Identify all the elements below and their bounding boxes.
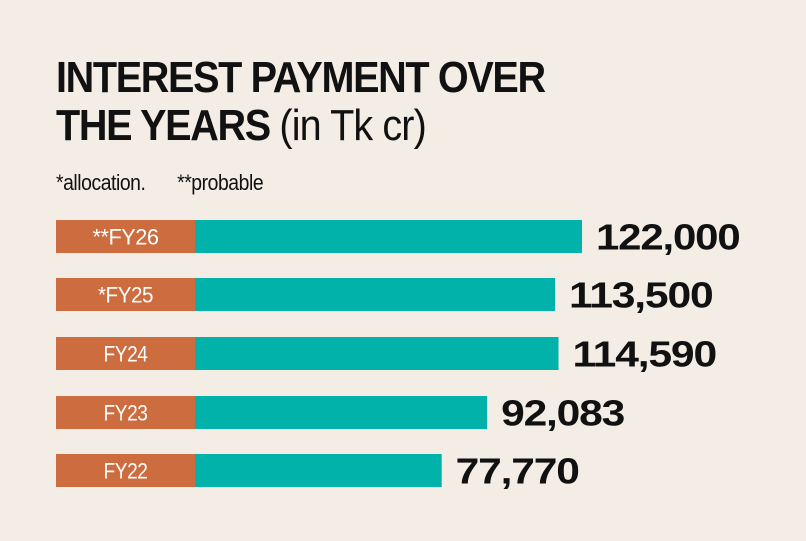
category-label-fy25: *FY25: [98, 283, 153, 308]
category-box-fy22: [56, 454, 195, 487]
footnotes: *allocation. **probable: [56, 170, 264, 196]
bar-fy22: [195, 454, 442, 487]
value-label-fy22: 77,770: [456, 451, 579, 492]
value-label-fy24: 114,590: [572, 334, 716, 375]
category-box-fy26: [56, 220, 195, 253]
value-label-fy25: 113,500: [569, 275, 713, 316]
bar-fy26: [195, 220, 582, 253]
chart-title: INTEREST PAYMENT OVER THE YEARS (in Tk cr…: [56, 53, 546, 150]
title-line-1: INTEREST PAYMENT OVER: [56, 53, 546, 102]
category-label-fy24: FY24: [104, 342, 148, 367]
bar-fy24: [195, 337, 559, 370]
bar-fy23: [195, 396, 488, 429]
value-label-fy23: 92,083: [501, 393, 624, 434]
bar-fy25: [195, 278, 556, 311]
category-label-fy26: **FY26: [93, 225, 159, 250]
title-unit: (in Tk cr): [279, 101, 426, 150]
title-line-2: THE YEARS: [56, 101, 280, 150]
category-box-fy24: [56, 337, 195, 370]
category-box-fy23: [56, 396, 195, 429]
footnote-probable: **probable: [177, 170, 264, 195]
footnote-allocation: *allocation.: [56, 170, 146, 195]
category-label-fy23: FY23: [104, 401, 148, 426]
value-label-fy26: 122,000: [596, 217, 740, 258]
category-box-fy25: [56, 278, 195, 311]
category-label-fy22: FY22: [104, 459, 148, 484]
